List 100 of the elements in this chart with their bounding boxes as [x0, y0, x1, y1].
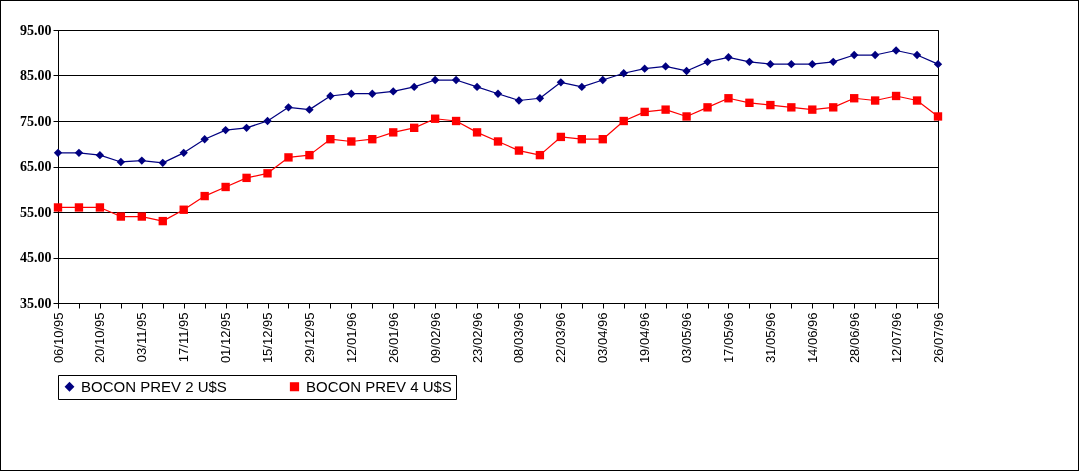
- point: [158, 216, 167, 226]
- point: [661, 62, 670, 71]
- x-tick-label: 23/02/96: [469, 312, 485, 364]
- point: [766, 59, 775, 69]
- point: [640, 107, 649, 117]
- point: [95, 203, 105, 212]
- point: [326, 91, 335, 101]
- point: [410, 82, 419, 92]
- point: [305, 150, 314, 160]
- point: [389, 87, 398, 96]
- x-tick-label: 14/06/96: [804, 312, 820, 364]
- point: [891, 91, 901, 101]
- point: [263, 169, 272, 178]
- point: [933, 59, 943, 69]
- point: [912, 96, 922, 105]
- point: [577, 82, 586, 92]
- x-tick-label: 08/03/96: [511, 312, 527, 364]
- point: [430, 114, 440, 123]
- point: [179, 148, 188, 158]
- x-tick-label: 31/05/96: [762, 312, 778, 364]
- point: [347, 137, 356, 146]
- x-tick-label: 12/01/96: [343, 312, 359, 364]
- x-tick-label: 20/10/95: [92, 312, 108, 364]
- x-tick-label: 28/06/96: [846, 312, 862, 364]
- point: [263, 116, 272, 126]
- point: [200, 191, 209, 201]
- point: [514, 146, 524, 155]
- point: [787, 59, 796, 69]
- point: [493, 137, 503, 146]
- x-tick-label: 06/10/95: [50, 312, 66, 364]
- point: [556, 78, 566, 87]
- point: [724, 94, 733, 103]
- point: [242, 123, 251, 133]
- point: [829, 103, 838, 112]
- point: [137, 156, 146, 165]
- x-tick-label: 09/02/96: [427, 312, 443, 364]
- point: [221, 182, 230, 192]
- y-tick-label: 65.00: [20, 159, 52, 174]
- y-tick-label: 45.00: [20, 250, 52, 265]
- point: [242, 173, 251, 183]
- point: [787, 103, 796, 112]
- point: [493, 89, 503, 98]
- point: [745, 57, 754, 67]
- point: [682, 66, 691, 76]
- point: [116, 157, 126, 167]
- point: [305, 105, 314, 114]
- point: [158, 158, 167, 168]
- point: [284, 153, 293, 162]
- point: [850, 50, 859, 60]
- point: [116, 212, 126, 221]
- point: [326, 135, 335, 144]
- x-tick-label: 19/04/96: [637, 312, 653, 364]
- point: [472, 128, 482, 137]
- point: [598, 75, 607, 85]
- y-tick-label: 85.00: [20, 68, 52, 83]
- x-tick-label: 01/12/95: [218, 312, 234, 364]
- x-tick-label: 22/03/96: [553, 312, 569, 364]
- y-tick-label: 95.00: [20, 22, 52, 38]
- point: [703, 103, 712, 112]
- point: [284, 103, 293, 112]
- point: [179, 205, 188, 214]
- point: [535, 94, 545, 103]
- point: [389, 128, 398, 137]
- point: [808, 105, 817, 114]
- x-tick-label: 03/11/95: [134, 312, 150, 363]
- point: [430, 75, 440, 85]
- y-tick-label: 55.00: [20, 204, 52, 220]
- point: [221, 125, 230, 135]
- x-tick-label: 12/07/96: [888, 312, 904, 364]
- legend-label: BOCON PREV 2 U$S: [81, 377, 227, 395]
- point: [619, 69, 628, 78]
- point: [891, 46, 901, 55]
- y-tick-label: 75.00: [20, 113, 52, 129]
- point: [661, 105, 670, 114]
- point: [137, 212, 146, 221]
- point: [619, 116, 628, 126]
- x-tick-label: 26/07/96: [930, 312, 946, 364]
- point: [870, 50, 880, 60]
- point: [451, 75, 461, 85]
- point: [829, 57, 838, 67]
- x-tick-label: 26/01/96: [385, 312, 401, 364]
- point: [850, 94, 859, 103]
- point: [410, 123, 419, 133]
- point: [556, 132, 566, 142]
- y-tick-label: 35.00: [20, 295, 52, 311]
- legend-label: BOCON PREV 4 U$S: [306, 377, 452, 395]
- point: [766, 100, 775, 110]
- x-tick-label: 29/12/95: [301, 312, 317, 364]
- x-tick-label: 03/05/96: [679, 312, 695, 364]
- point: [95, 150, 105, 160]
- point: [368, 135, 377, 144]
- point: [347, 89, 356, 98]
- point: [912, 50, 922, 60]
- point: [640, 64, 649, 73]
- point: [703, 57, 712, 67]
- point: [200, 135, 209, 144]
- point: [514, 96, 524, 105]
- x-tick-label: 03/04/96: [595, 312, 611, 364]
- point: [577, 135, 586, 144]
- point: [74, 203, 84, 212]
